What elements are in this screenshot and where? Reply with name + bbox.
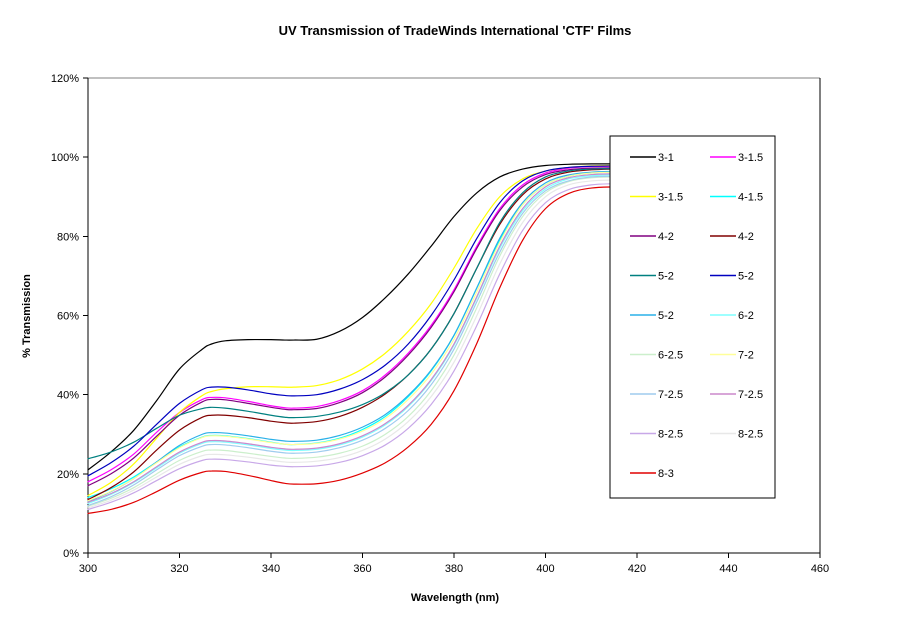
legend-item[interactable]: 5-2 [630, 270, 674, 282]
y-tick-label: 0% [63, 548, 79, 560]
legend-item-label: 7-2 [738, 349, 754, 361]
legend-item-label: 3-1.5 [738, 152, 763, 164]
y-tick-label: 40% [57, 390, 79, 402]
series-lines [87, 163, 615, 515]
legend-item[interactable]: 3-1.5 [710, 152, 763, 164]
chart-legend: 3-1 3-1.5 3-1.5 4-1.5 4-2 4-2 5-2 5-2 5-2 6-2 6-2.… [609, 135, 776, 499]
x-tick-label: 380 [445, 563, 463, 575]
legend-item-label: 4-1.5 [738, 191, 763, 203]
legend-item[interactable]: 4-2 [630, 231, 674, 243]
series-line [87, 168, 615, 460]
x-tick-label: 360 [353, 563, 371, 575]
x-axis-title: Wavelength (nm) [411, 592, 500, 604]
series-line [87, 186, 615, 515]
x-tick-label: 340 [262, 563, 280, 575]
legend-item-label: 5-2 [658, 310, 674, 322]
y-axis-ticks: 0% 20% 40% 60% 80% 100% 120% [51, 73, 88, 560]
series-line [87, 179, 615, 509]
series-line [87, 175, 615, 507]
series-line [87, 163, 615, 471]
legend-item[interactable]: 6-2.5 [630, 349, 683, 361]
series-line [87, 183, 615, 511]
legend-item[interactable]: 7-2.5 [710, 389, 763, 401]
series-line [87, 173, 615, 505]
series-line [87, 165, 615, 477]
y-tick-label: 100% [51, 152, 79, 164]
legend-item-label: 4-2 [738, 231, 754, 243]
x-tick-label: 460 [811, 563, 829, 575]
legend-item[interactable]: 4-2 [710, 231, 754, 243]
x-tick-label: 440 [719, 563, 737, 575]
series-line [87, 170, 615, 503]
x-tick-label: 320 [170, 563, 188, 575]
y-tick-label: 20% [57, 469, 79, 481]
legend-item[interactable]: 4-1.5 [710, 191, 763, 203]
legend-item[interactable]: 5-2 [630, 310, 674, 322]
legend-item-label: 3-1.5 [658, 191, 683, 203]
series-line [87, 164, 615, 497]
legend-item[interactable]: 3-1.5 [630, 191, 683, 203]
y-tick-label: 80% [57, 231, 79, 243]
x-tick-label: 420 [628, 563, 646, 575]
legend-item-label: 5-2 [738, 270, 754, 282]
legend-item[interactable]: 7-2 [710, 349, 754, 361]
legend-item[interactable]: 3-1 [630, 152, 674, 164]
legend-item[interactable]: 5-2 [710, 270, 754, 282]
legend-item[interactable]: 8-2.5 [710, 428, 763, 440]
legend-item[interactable]: 6-2 [710, 310, 754, 322]
legend-item-label: 3-1 [658, 152, 674, 164]
x-axis-ticks: 300 320 340 360 380 400 420 440 460 [79, 553, 829, 575]
series-line [87, 171, 615, 502]
legend-item[interactable]: 7-2.5 [630, 389, 683, 401]
y-tick-label: 120% [51, 73, 79, 85]
legend-item-label: 8-3 [658, 468, 674, 480]
legend-item-label: 8-2.5 [658, 428, 683, 440]
series-line [87, 176, 615, 507]
x-tick-label: 300 [79, 563, 97, 575]
legend-item-label: 6-2.5 [658, 349, 683, 361]
legend-item-label: 7-2.5 [738, 389, 763, 401]
y-axis-title: % Transmission [21, 274, 33, 358]
x-tick-label: 400 [536, 563, 554, 575]
legend-item-label: 5-2 [658, 270, 674, 282]
legend-item-label: 8-2.5 [738, 428, 763, 440]
series-line [87, 173, 615, 503]
legend-item[interactable]: 8-2.5 [630, 428, 683, 440]
legend-item-label: 4-2 [658, 231, 674, 243]
y-tick-label: 60% [57, 311, 79, 323]
chart-title: UV Transmission of TradeWinds Internatio… [279, 23, 632, 38]
legend-item[interactable]: 8-3 [630, 468, 674, 480]
legend-item-label: 7-2.5 [658, 389, 683, 401]
legend-item-label: 6-2 [738, 310, 754, 322]
series-line [87, 168, 615, 501]
